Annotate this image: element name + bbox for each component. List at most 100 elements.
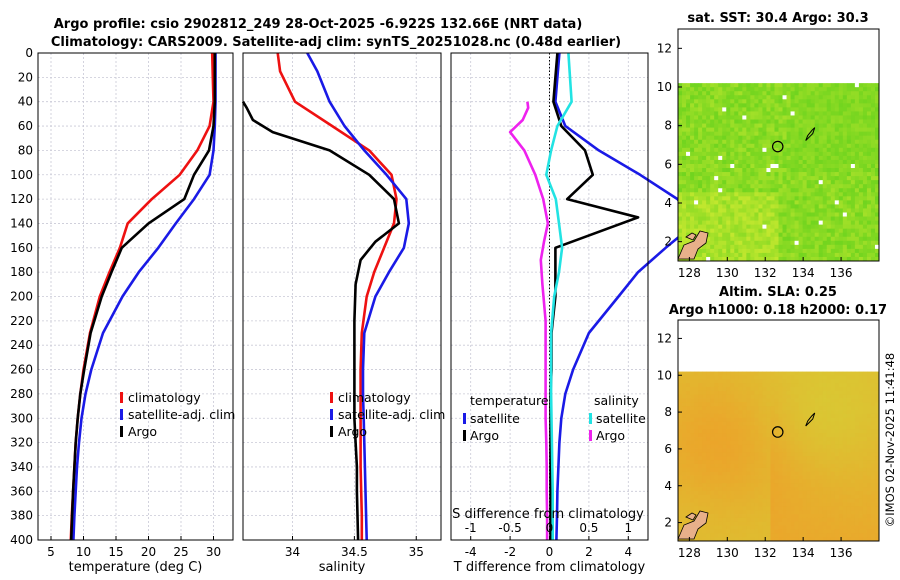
- map-cell: [850, 184, 856, 189]
- map-cell: [706, 163, 711, 169]
- map-cell: [838, 107, 844, 112]
- map-cell: [774, 502, 779, 507]
- map-cell: [698, 180, 703, 185]
- map-cell: [778, 433, 783, 438]
- map-cell: [842, 91, 848, 96]
- map-cell: [730, 103, 735, 108]
- map-cell: [830, 111, 836, 116]
- map-cell: [830, 494, 836, 500]
- map-cell: [814, 394, 820, 399]
- map-cell: [870, 155, 876, 161]
- map-cell: [798, 180, 804, 185]
- map-cell: [678, 413, 683, 419]
- map-cell: [822, 107, 828, 112]
- map-cell: [746, 184, 751, 189]
- map-cell: [798, 216, 804, 221]
- map-cell: [854, 498, 860, 503]
- map-cell: [762, 394, 767, 399]
- map-cell: [870, 467, 876, 473]
- map-cell: [754, 91, 759, 96]
- map-cell: [682, 236, 687, 242]
- map-cell: [850, 244, 856, 250]
- map-cell: [754, 83, 759, 88]
- map-cell: [794, 514, 799, 519]
- map-cell: [762, 475, 767, 480]
- map-cell: [698, 155, 703, 161]
- map-cell: [846, 475, 852, 480]
- map-cell: [754, 236, 759, 242]
- map-cell: [822, 479, 828, 484]
- map-cell: [798, 375, 804, 380]
- series-line-argo: [69, 53, 217, 541]
- map-cell: [838, 471, 844, 476]
- map-cell: [798, 200, 804, 205]
- map-cell: [786, 224, 791, 230]
- map-cell: [786, 236, 791, 242]
- map-cell: [758, 417, 763, 423]
- map-cell: [778, 95, 783, 100]
- map-cell: [810, 256, 816, 262]
- map-cell: [750, 228, 755, 234]
- map-cell: [870, 216, 876, 221]
- map-cell: [842, 244, 848, 250]
- map-cell: [854, 216, 860, 221]
- map-cell: [866, 135, 872, 141]
- map-cell: [866, 224, 872, 230]
- map-cell: [790, 143, 795, 149]
- map-cell: [774, 537, 779, 542]
- map-cell: [854, 111, 860, 116]
- map-cell: [714, 406, 719, 411]
- map-cell: [750, 425, 755, 430]
- map-cell: [722, 91, 727, 96]
- map-cell: [786, 111, 791, 116]
- map-cell: [730, 184, 735, 189]
- map-cell: [754, 131, 759, 137]
- map-cell: [702, 204, 707, 209]
- map-cell: [762, 155, 767, 161]
- legend-swatch: [330, 409, 333, 420]
- map-cell: [774, 467, 779, 473]
- map-cell: [850, 444, 856, 449]
- map-cell: [758, 224, 763, 230]
- map-cell: [754, 371, 759, 376]
- map-cell: [690, 444, 695, 449]
- map-cell: [858, 232, 864, 238]
- map-cell: [870, 99, 876, 104]
- map-cell: [726, 394, 731, 399]
- map-cell: [726, 147, 731, 153]
- map-cell: [798, 440, 804, 446]
- map-cell: [682, 502, 687, 507]
- map-cell: [682, 168, 687, 173]
- map-cell: [786, 212, 791, 217]
- map-cell: [774, 184, 779, 189]
- map-cell: [814, 236, 820, 242]
- map-cell: [850, 159, 856, 165]
- map-cell: [778, 180, 783, 185]
- map-cell: [778, 467, 783, 473]
- map-cell: [854, 402, 860, 407]
- map-cell: [778, 192, 783, 197]
- map-cell: [842, 460, 848, 465]
- map-cell: [866, 188, 872, 193]
- map-cell: [782, 168, 787, 173]
- map-cell: [694, 479, 699, 484]
- map-cell: [758, 471, 763, 476]
- map-cell: [762, 91, 767, 96]
- map-x-tick-label: 130: [716, 546, 739, 560]
- map-cell: [802, 479, 808, 484]
- map-cell: [830, 135, 836, 141]
- map-cell: [770, 180, 775, 185]
- map-cell: [790, 232, 795, 238]
- map-cell: [710, 440, 715, 446]
- map-cell: [690, 159, 695, 165]
- map-cell: [778, 127, 783, 133]
- x-axis-label: salinity: [319, 560, 366, 575]
- map-cell: [746, 448, 751, 453]
- map-cell: [706, 143, 711, 149]
- map-cell: [798, 448, 804, 453]
- map-cell: [822, 252, 828, 258]
- map-cell: [730, 163, 735, 169]
- map-cell: [794, 394, 799, 399]
- map-cell: [814, 471, 820, 476]
- map-cell: [862, 448, 868, 453]
